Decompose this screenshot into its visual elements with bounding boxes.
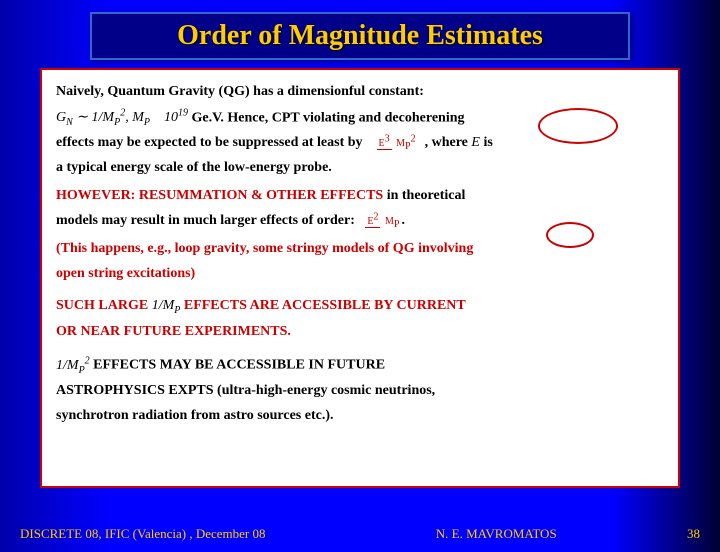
paragraph-5: 1/MP2 EFFECTS MAY BE ACCESSIBLE IN FUTUR… [56, 352, 664, 428]
paragraph-4: SUCH LARGE 1/MP EFFECTS ARE ACCESSIBLE B… [56, 294, 664, 344]
p4-t1: SUCH LARGE [56, 298, 148, 313]
content-box: Naively, Quantum Gravity (QG) has a dime… [40, 68, 680, 488]
paragraph-1: Naively, Quantum Gravity (QG) has a dime… [56, 80, 664, 180]
p2-t3: models may result in much larger effects… [56, 213, 355, 228]
p5-t1: EFFECTS MAY BE ACCESSIBLE IN FUTURE [93, 358, 385, 373]
one-over-mp: 1/MP [152, 298, 184, 313]
frac-e3-mp2: E3 MP2 [377, 134, 418, 152]
mp4s: P [79, 365, 85, 376]
mpd2s: P [394, 219, 400, 230]
p4-t2: EFFECTS ARE ACCESSIBLE BY CURRENT [184, 298, 466, 313]
p1-t6: a typical energy scale of the low-energy… [56, 160, 332, 175]
mp2-sub: P [144, 117, 150, 128]
p1-t4: , where [425, 135, 468, 150]
mp4sq: 2 [85, 355, 90, 366]
dot1: . [401, 213, 405, 228]
mpd2: M [385, 216, 394, 227]
p1-t3: effects may be expected to be suppressed… [56, 135, 363, 150]
p1-t2: Ge.V. Hence, CPT violating and decoheren… [191, 110, 464, 125]
p3-t2: open string excitations) [56, 266, 195, 281]
mp4: M [67, 358, 79, 373]
slide-title: Order of Magnitude Estimates [102, 20, 618, 52]
oo2: 1/ [56, 358, 67, 373]
p5-t2: ASTROPHYSICS EXPTS (ultra-high-energy co… [56, 383, 435, 398]
p2-t1: HOWEVER: RESUMMATION & OTHER EFFECTS [56, 188, 383, 203]
p3-t1: (This happens, e.g., loop gravity, some … [56, 241, 473, 256]
mp3: M [163, 298, 175, 313]
p4-t3: OR NEAR FUTURE EXPERIMENTS. [56, 324, 291, 339]
mpd1sq: 2 [411, 134, 416, 145]
formula-gn: GN ∼ 1/MP2, MP 1019 [56, 110, 191, 125]
paragraph-2: HOWEVER: RESUMMATION & OTHER EFFECTS in … [56, 184, 664, 233]
paragraph-3: (This happens, e.g., loop gravity, some … [56, 237, 664, 286]
frac-e2-mp: E2 MP [365, 212, 401, 230]
e-var: E [471, 135, 480, 150]
g-sub: N [66, 117, 73, 128]
p1-t5: is [483, 135, 492, 150]
oo1: 1/ [152, 298, 163, 313]
one-over-mp2: 1/MP2 [56, 358, 93, 373]
p1-line1: Naively, Quantum Gravity (QG) has a dime… [56, 84, 424, 99]
mp3s: P [174, 305, 180, 316]
e2sq: 2 [373, 212, 378, 223]
sim: ∼ 1/ [73, 110, 103, 125]
mpd1: M [396, 138, 405, 149]
mp2: M [132, 110, 144, 125]
mp1: M [102, 110, 114, 125]
three: 3 [385, 134, 390, 145]
p2-t2: in theoretical [387, 188, 466, 203]
p5-t3: synchrotron radiation from astro sources… [56, 408, 334, 423]
nineteen: 19 [178, 108, 188, 119]
ten: 10 [164, 110, 178, 125]
g: G [56, 110, 66, 125]
title-box: Order of Magnitude Estimates [90, 12, 630, 60]
